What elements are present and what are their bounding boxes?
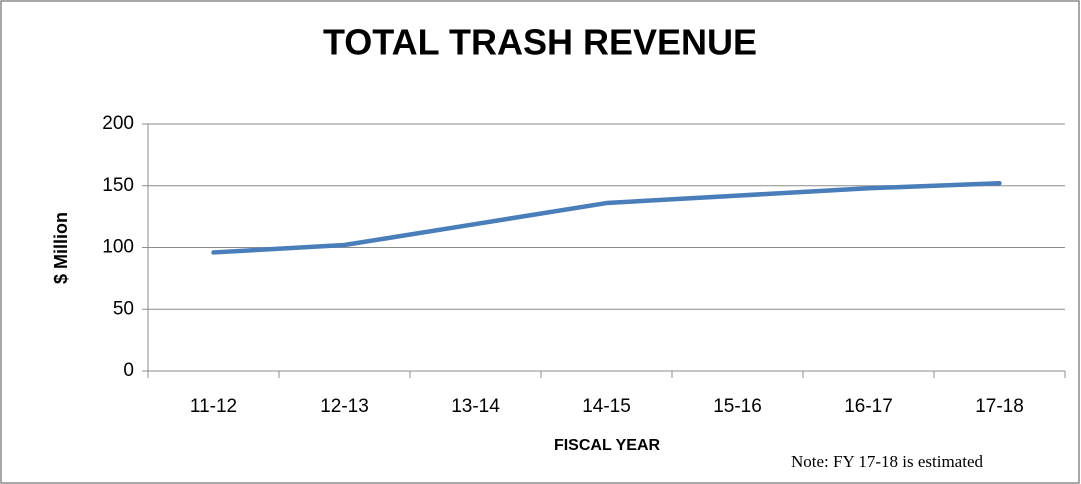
x-axis-title: FISCAL YEAR [554, 437, 661, 454]
y-tick-label: 50 [113, 298, 134, 319]
y-tick-label: 150 [102, 175, 134, 196]
y-tick-label: 100 [102, 237, 134, 258]
y-axis-title: $ Million [51, 212, 71, 284]
x-tick-label: 12-13 [320, 396, 369, 417]
x-tick-label: 16-17 [844, 396, 893, 417]
x-tick-label: 17-18 [975, 396, 1024, 417]
note: Note: FY 17-18 is estimated [791, 452, 984, 471]
x-tick-label: 14-15 [582, 396, 631, 417]
y-tick-label: 200 [102, 113, 134, 134]
x-tick-label: 15-16 [713, 396, 762, 417]
x-tick-label: 11-12 [190, 396, 237, 417]
data-line [211, 181, 1002, 255]
y-tick-label: 0 [123, 360, 134, 381]
chart-title: TOTAL TRASH REVENUE [323, 22, 757, 63]
x-tick-label: 13-14 [451, 396, 500, 417]
